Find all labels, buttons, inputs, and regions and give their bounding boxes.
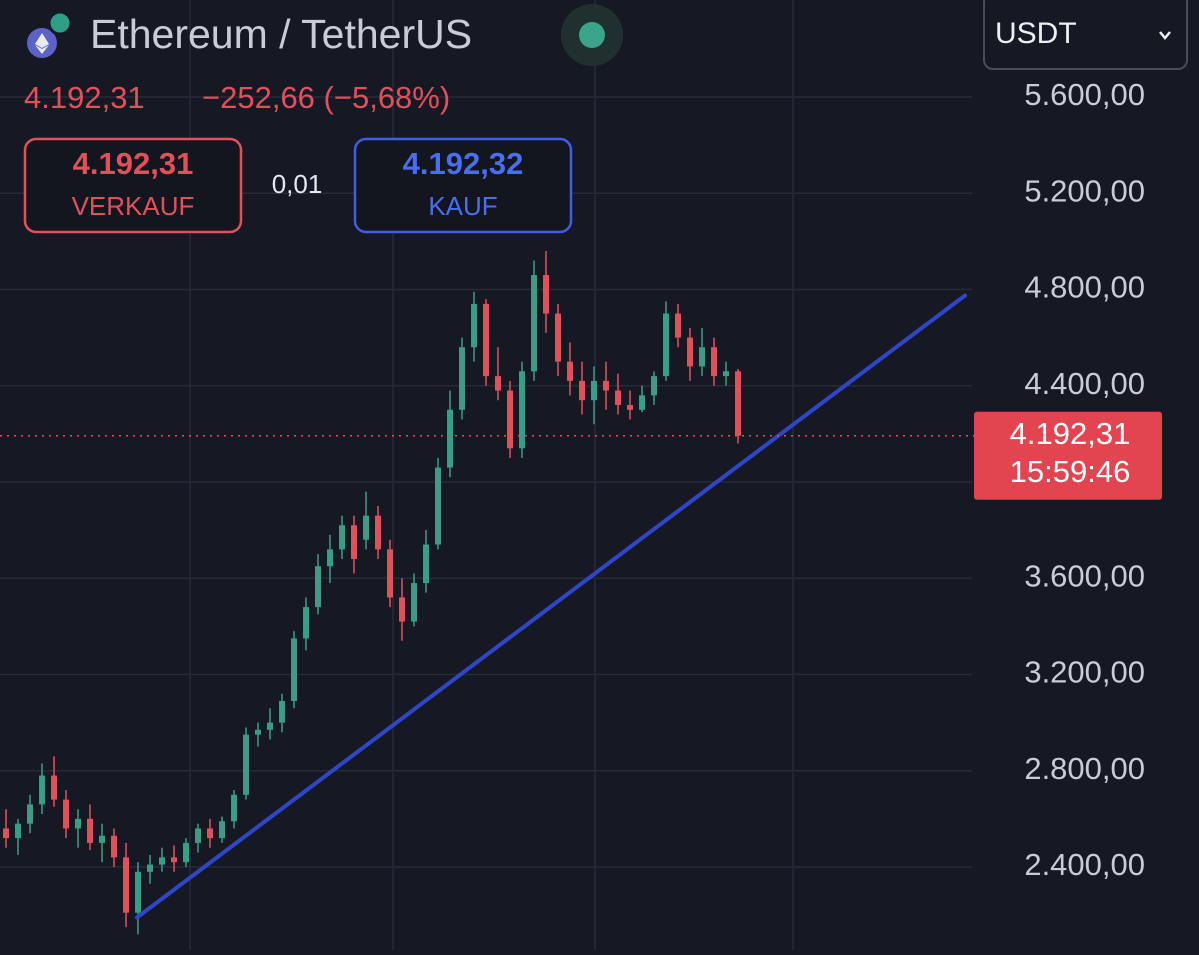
candle-body [255,729,261,735]
eth-glyph [35,33,49,54]
tether-icon [47,10,73,36]
candle-body [699,347,705,367]
candle-body [447,409,453,468]
candle-body [579,380,585,401]
candle-body [399,597,405,622]
candle-body [351,525,357,559]
y-tick-label: 2.400,00 [1024,847,1145,882]
candle-body [735,371,741,436]
candle-body [471,303,477,348]
candle-body [543,275,549,314]
candle-body [639,395,645,410]
candle-body [111,835,117,858]
candle-body [243,734,249,795]
candle-body [183,842,189,863]
candle-body [75,818,81,829]
y-tick-label: 5.200,00 [1024,173,1145,208]
trend-line [135,293,967,920]
candle-body [711,347,717,377]
sell-button[interactable] [23,137,243,234]
countdown: 15:59:46 [1010,454,1131,489]
buy-price: 4.192,32 [403,146,524,181]
currency-dropdown[interactable] [983,0,1188,70]
candle-body [159,857,165,865]
candle-body [411,583,417,622]
candle-body [423,544,429,584]
candle-body [219,821,225,839]
candle-body [99,835,105,843]
candle-body [339,525,345,550]
symbol-title: Ethereum / TetherUS [90,11,472,57]
candle-body [627,404,633,410]
candle-body [279,700,285,723]
candles [3,250,741,935]
sell-price: 4.192,31 [73,146,194,181]
candle-body [327,549,333,567]
last-price-label: 4.192,31 [1010,416,1131,451]
candle-body [375,515,381,550]
candle-body [3,828,9,839]
y-tick-label: 4.800,00 [1024,270,1145,305]
candle-body [207,828,213,839]
candle-body [615,390,621,405]
buy-label: KAUF [428,191,497,221]
candle-body [315,566,321,608]
dropdown-chevron [1159,31,1171,40]
last-price: 4.192,31 [24,80,145,115]
candle-body [519,371,525,449]
candle-body [435,467,441,545]
candle-body [663,313,669,377]
candle-body [651,376,657,396]
candle-body [591,380,597,401]
candle-body [135,871,141,913]
candle-body [483,303,489,377]
candle-body [267,722,273,730]
y-tick-label: 3.600,00 [1024,558,1145,593]
candle-body [87,818,93,843]
candle-body [171,857,177,863]
status-dot [579,22,605,48]
sell-label: VERKAUF [72,191,195,221]
candle-body [15,823,21,839]
y-tick-label: 3.200,00 [1024,655,1145,690]
candle-body [675,313,681,338]
candle-body [555,313,561,362]
y-tick-label: 2.800,00 [1024,751,1145,786]
candle-body [567,361,573,381]
candle-body [147,864,153,872]
price-change: −252,66 (−5,68%) [202,80,450,115]
last-price-box [974,411,1162,500]
currency: USDT [995,17,1077,50]
candle-body [495,376,501,391]
candle-body [459,347,465,410]
candle-body [123,857,129,913]
candle-body [303,607,309,639]
candle-body [363,515,369,540]
candle-body [531,275,537,372]
candle-body [195,828,201,843]
candle-body [387,549,393,598]
candle-body [687,337,693,367]
candle-body [723,371,729,377]
candle-body [27,804,33,824]
candle-body [507,390,513,449]
candle-body [63,799,69,829]
candle-body [231,794,237,822]
candle-body [291,638,297,701]
y-tick-label: 5.600,00 [1024,77,1145,112]
buy-button[interactable] [353,137,573,234]
y-tick-label: 4.400,00 [1024,366,1145,401]
candle-body [39,775,45,805]
candle-body [51,775,57,800]
spread: 0,01 [272,169,323,199]
candle-body [603,380,609,391]
